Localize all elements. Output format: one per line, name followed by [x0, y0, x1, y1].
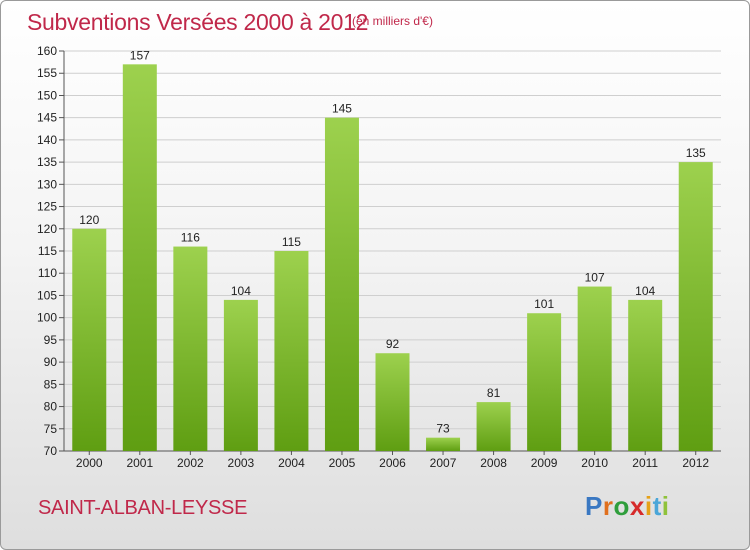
y-tick-label: 80: [44, 400, 58, 414]
value-label-2009: 101: [534, 297, 554, 311]
logo-letter: x: [629, 491, 645, 521]
value-label-2011: 104: [635, 284, 655, 298]
chart-title: Subventions Versées 2000 à 2012: [27, 9, 369, 35]
value-label-2002: 116: [181, 231, 200, 245]
y-tick-label: 95: [44, 333, 58, 347]
y-tick-label: 85: [44, 377, 58, 391]
x-tick-label-2008: 2008: [480, 456, 507, 470]
value-label-2003: 104: [231, 284, 251, 298]
x-tick-label-2006: 2006: [379, 456, 406, 470]
y-tick-label: 100: [37, 311, 57, 325]
bar-2005: [324, 117, 359, 452]
bar-2002: [173, 246, 208, 451]
commune-name: SAINT-ALBAN-LEYSSE: [38, 497, 248, 519]
logo-letter: P: [585, 491, 603, 521]
x-tick-label-2004: 2004: [278, 456, 305, 470]
bar-2010: [577, 286, 612, 451]
bar-2003: [223, 299, 258, 451]
x-tick-label-2007: 2007: [430, 456, 457, 470]
logo-letter: i: [661, 491, 670, 521]
bar-2011: [628, 299, 663, 451]
y-tick-label: 120: [37, 222, 57, 236]
bar-2009: [527, 313, 562, 451]
y-tick-label: 160: [37, 44, 57, 58]
value-label-2006: 92: [386, 337, 400, 351]
y-tick-labels: 70 75 80 85 90 95 100 105 110 115 120 125 130 135 140 1…: [37, 44, 57, 458]
x-tick-label-2011: 2011: [632, 456, 658, 470]
x-tick-labels: 2000 2001 2002 2003 2004 2005 2006 2007 2008 2009…: [76, 451, 709, 470]
x-tick-label-2002: 2002: [177, 456, 204, 470]
logo-letter: i: [644, 491, 653, 521]
bar-2008: [476, 402, 511, 451]
bar-2012: [678, 162, 713, 451]
y-tick-label: 140: [37, 133, 57, 147]
x-tick-label-2009: 2009: [531, 456, 558, 470]
value-label-2000: 120: [79, 213, 99, 227]
y-tick-label: 155: [37, 66, 57, 80]
x-tick-label-2003: 2003: [228, 456, 255, 470]
bar-2000: [72, 228, 107, 451]
y-tick-label: 130: [37, 177, 57, 191]
x-tick-label-2010: 2010: [581, 456, 608, 470]
proxiti-logo: Proxiti: [585, 491, 669, 522]
bar-2006: [375, 353, 410, 451]
logo-letter: o: [613, 491, 630, 521]
chart-subtitle: (en milliers d'€): [352, 14, 433, 28]
value-label-2012: 135: [686, 146, 706, 160]
y-tick-label: 90: [44, 355, 58, 369]
y-tick-label: 125: [37, 200, 57, 214]
x-tick-label-2001: 2001: [126, 456, 153, 470]
y-tick-label: 75: [44, 422, 58, 436]
y-tick-label: 105: [37, 288, 57, 302]
bar-2007: [426, 437, 461, 451]
y-tick-label: 145: [37, 111, 57, 125]
value-label-2010: 107: [585, 271, 605, 285]
y-tick-label: 110: [38, 266, 57, 280]
logo-letter: t: [652, 491, 662, 521]
value-label-2008: 81: [487, 386, 501, 400]
value-label-2004: 115: [282, 235, 301, 249]
logo-letter: r: [602, 491, 614, 521]
y-tick-label: 115: [38, 244, 57, 258]
x-tick-label-2000: 2000: [76, 456, 103, 470]
value-label-2005: 145: [332, 102, 352, 116]
y-tick-label: 135: [37, 155, 57, 169]
value-label-2001: 157: [130, 48, 150, 62]
bar-2004: [274, 251, 309, 451]
y-tick-label: 150: [37, 88, 57, 102]
x-tick-label-2012: 2012: [682, 456, 709, 470]
x-tick-label-2005: 2005: [329, 456, 356, 470]
value-label-2007: 73: [436, 422, 450, 436]
y-tick-label: 70: [44, 444, 58, 458]
value-labels: 120 157 116 104 115 145 92 73 81 101 107 104 135: [79, 48, 706, 435]
bars: [72, 64, 713, 452]
bar-2001: [122, 64, 157, 452]
